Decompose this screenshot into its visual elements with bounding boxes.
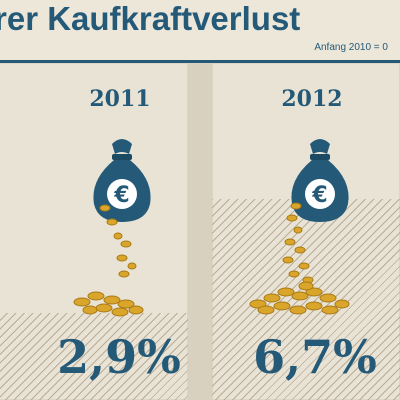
hatch-bar-2012: [212, 199, 400, 400]
money-bag-euro-icon: €: [82, 132, 162, 227]
chart-subtitle: Anfang 2010 = 0: [314, 42, 388, 53]
header-divider: [0, 60, 400, 63]
svg-text:€: €: [113, 183, 129, 208]
svg-text:€: €: [311, 183, 327, 208]
chart-title: rer Kaufkraftverlust: [0, 0, 301, 37]
money-bag-euro-icon: €: [280, 132, 360, 227]
hatch-bar-2011: [0, 313, 188, 400]
gold-coins-icon: [60, 200, 190, 329]
year-label-2011: 2011: [89, 86, 151, 112]
value-label-2012: 6,7%: [253, 330, 377, 384]
header: rer Kaufkraftverlust Anfang 2010 = 0: [0, 0, 400, 60]
panel-gutter: [188, 63, 212, 400]
gold-coins-icon: [244, 200, 394, 329]
value-label-2011: 2,9%: [57, 330, 181, 384]
year-label-2012: 2012: [281, 86, 343, 112]
